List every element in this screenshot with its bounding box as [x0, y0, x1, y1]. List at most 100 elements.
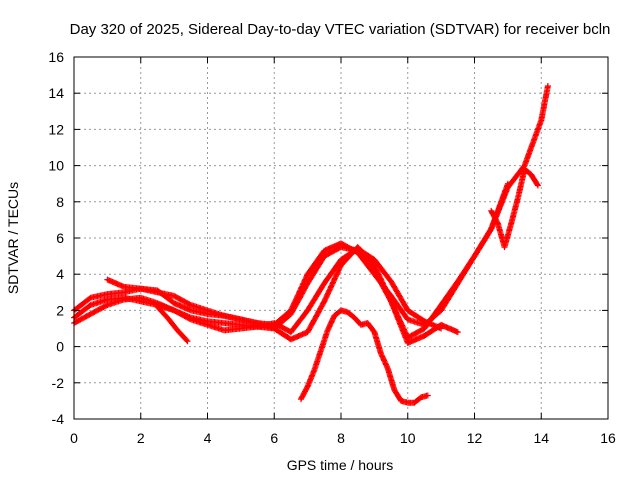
- data-point: [90, 313, 92, 315]
- data-point: [420, 396, 422, 398]
- y-axis-label: SDTVAR / TECUs: [5, 182, 21, 294]
- data-point: [340, 309, 342, 311]
- data-point: [223, 315, 225, 317]
- data-point: [307, 385, 309, 388]
- data-point: [473, 255, 476, 257]
- data-point: [123, 291, 125, 293]
- data-point: [123, 297, 125, 299]
- data-point: [427, 394, 429, 397]
- data-point: [313, 369, 315, 371]
- data-point: [206, 313, 209, 315]
- data-point: [206, 320, 209, 322]
- data-point: [440, 309, 442, 311]
- data-point: [380, 353, 382, 355]
- y-tick-label: 10: [48, 158, 64, 174]
- data-point: [323, 250, 325, 252]
- x-tick-label: 0: [70, 430, 78, 446]
- data-point: [457, 282, 459, 284]
- data-point: [307, 309, 309, 311]
- data-point: [323, 300, 325, 302]
- chart-title: Day 320 of 2025, Sidereal Day-to-day VTE…: [70, 21, 611, 38]
- data-point: [510, 222, 512, 225]
- data-point: [156, 306, 159, 308]
- data-point: [390, 300, 392, 302]
- data-point: [223, 322, 225, 324]
- data-point: [327, 329, 329, 331]
- data-point: [256, 326, 259, 328]
- series-track-4: [104, 244, 461, 346]
- data-point: [106, 293, 108, 295]
- data-point: [123, 286, 125, 288]
- data-point: [273, 322, 275, 324]
- data-point: [490, 210, 492, 212]
- data-point: [440, 324, 442, 326]
- data-point: [423, 320, 426, 322]
- y-tick-label: -4: [52, 411, 65, 427]
- data-point: [340, 264, 342, 266]
- data-point: [190, 304, 192, 306]
- data-point: [407, 342, 409, 344]
- data-point: [206, 324, 209, 326]
- series-track-6: [297, 307, 431, 406]
- y-tick-label: 4: [56, 266, 64, 282]
- data-point: [523, 168, 526, 170]
- y-tick-label: 2: [56, 302, 64, 318]
- data-point: [490, 228, 492, 230]
- data-point: [273, 327, 275, 330]
- data-point: [423, 335, 426, 337]
- data-point: [373, 331, 375, 333]
- axis-ticks: 0 2 4 6 8 10 12 14 16 -4 -2 0 2 4 6 8 10 12 14 16: [48, 49, 616, 446]
- data-point: [173, 309, 175, 311]
- y-tick-label: 14: [48, 85, 64, 101]
- data-point: [407, 318, 409, 321]
- data-point: [206, 309, 209, 311]
- data-point: [517, 197, 519, 199]
- data-point: [140, 297, 142, 299]
- series-track-2: [71, 180, 511, 328]
- data-point: [407, 309, 409, 311]
- data-point: [307, 273, 309, 275]
- y-tick-label: 16: [48, 49, 64, 65]
- data-point: [156, 291, 159, 293]
- data-point: [523, 165, 526, 167]
- data-point: [373, 264, 375, 266]
- data-point: [323, 255, 325, 257]
- y-tick-label: 12: [48, 121, 64, 137]
- data-point: [140, 300, 142, 302]
- data-point: [497, 222, 499, 225]
- data-point: [90, 304, 92, 306]
- data-point: [240, 327, 242, 330]
- data-point: [290, 338, 292, 340]
- data-point: [340, 242, 342, 245]
- data-point: [457, 331, 459, 333]
- data-point: [190, 318, 192, 321]
- x-tick-label: 6: [270, 430, 278, 446]
- data-point: [340, 246, 342, 248]
- data-point: [176, 329, 179, 331]
- data-point: [347, 311, 349, 313]
- data-point: [407, 402, 409, 404]
- data-point: [357, 251, 359, 254]
- data-point: [320, 349, 322, 351]
- data-point: [173, 295, 175, 297]
- x-tick-label: 8: [337, 430, 345, 446]
- data-point: [503, 246, 506, 248]
- data-point: [423, 327, 426, 330]
- data-point: [173, 302, 175, 304]
- data-point: [360, 324, 362, 326]
- x-tick-label: 16: [600, 430, 616, 446]
- data-point: [357, 246, 359, 248]
- y-tick-label: 6: [56, 230, 64, 246]
- data-point: [547, 85, 549, 87]
- data-point: [223, 329, 225, 331]
- x-tick-label: 2: [137, 430, 145, 446]
- x-axis-label: GPS time / hours: [287, 457, 394, 473]
- data-point: [507, 183, 509, 185]
- data-point: [353, 317, 355, 319]
- x-tick-label: 4: [204, 430, 212, 446]
- data-point: [323, 282, 325, 284]
- data-point: [340, 259, 342, 261]
- data-point: [307, 282, 309, 284]
- y-tick-label: -2: [52, 375, 65, 391]
